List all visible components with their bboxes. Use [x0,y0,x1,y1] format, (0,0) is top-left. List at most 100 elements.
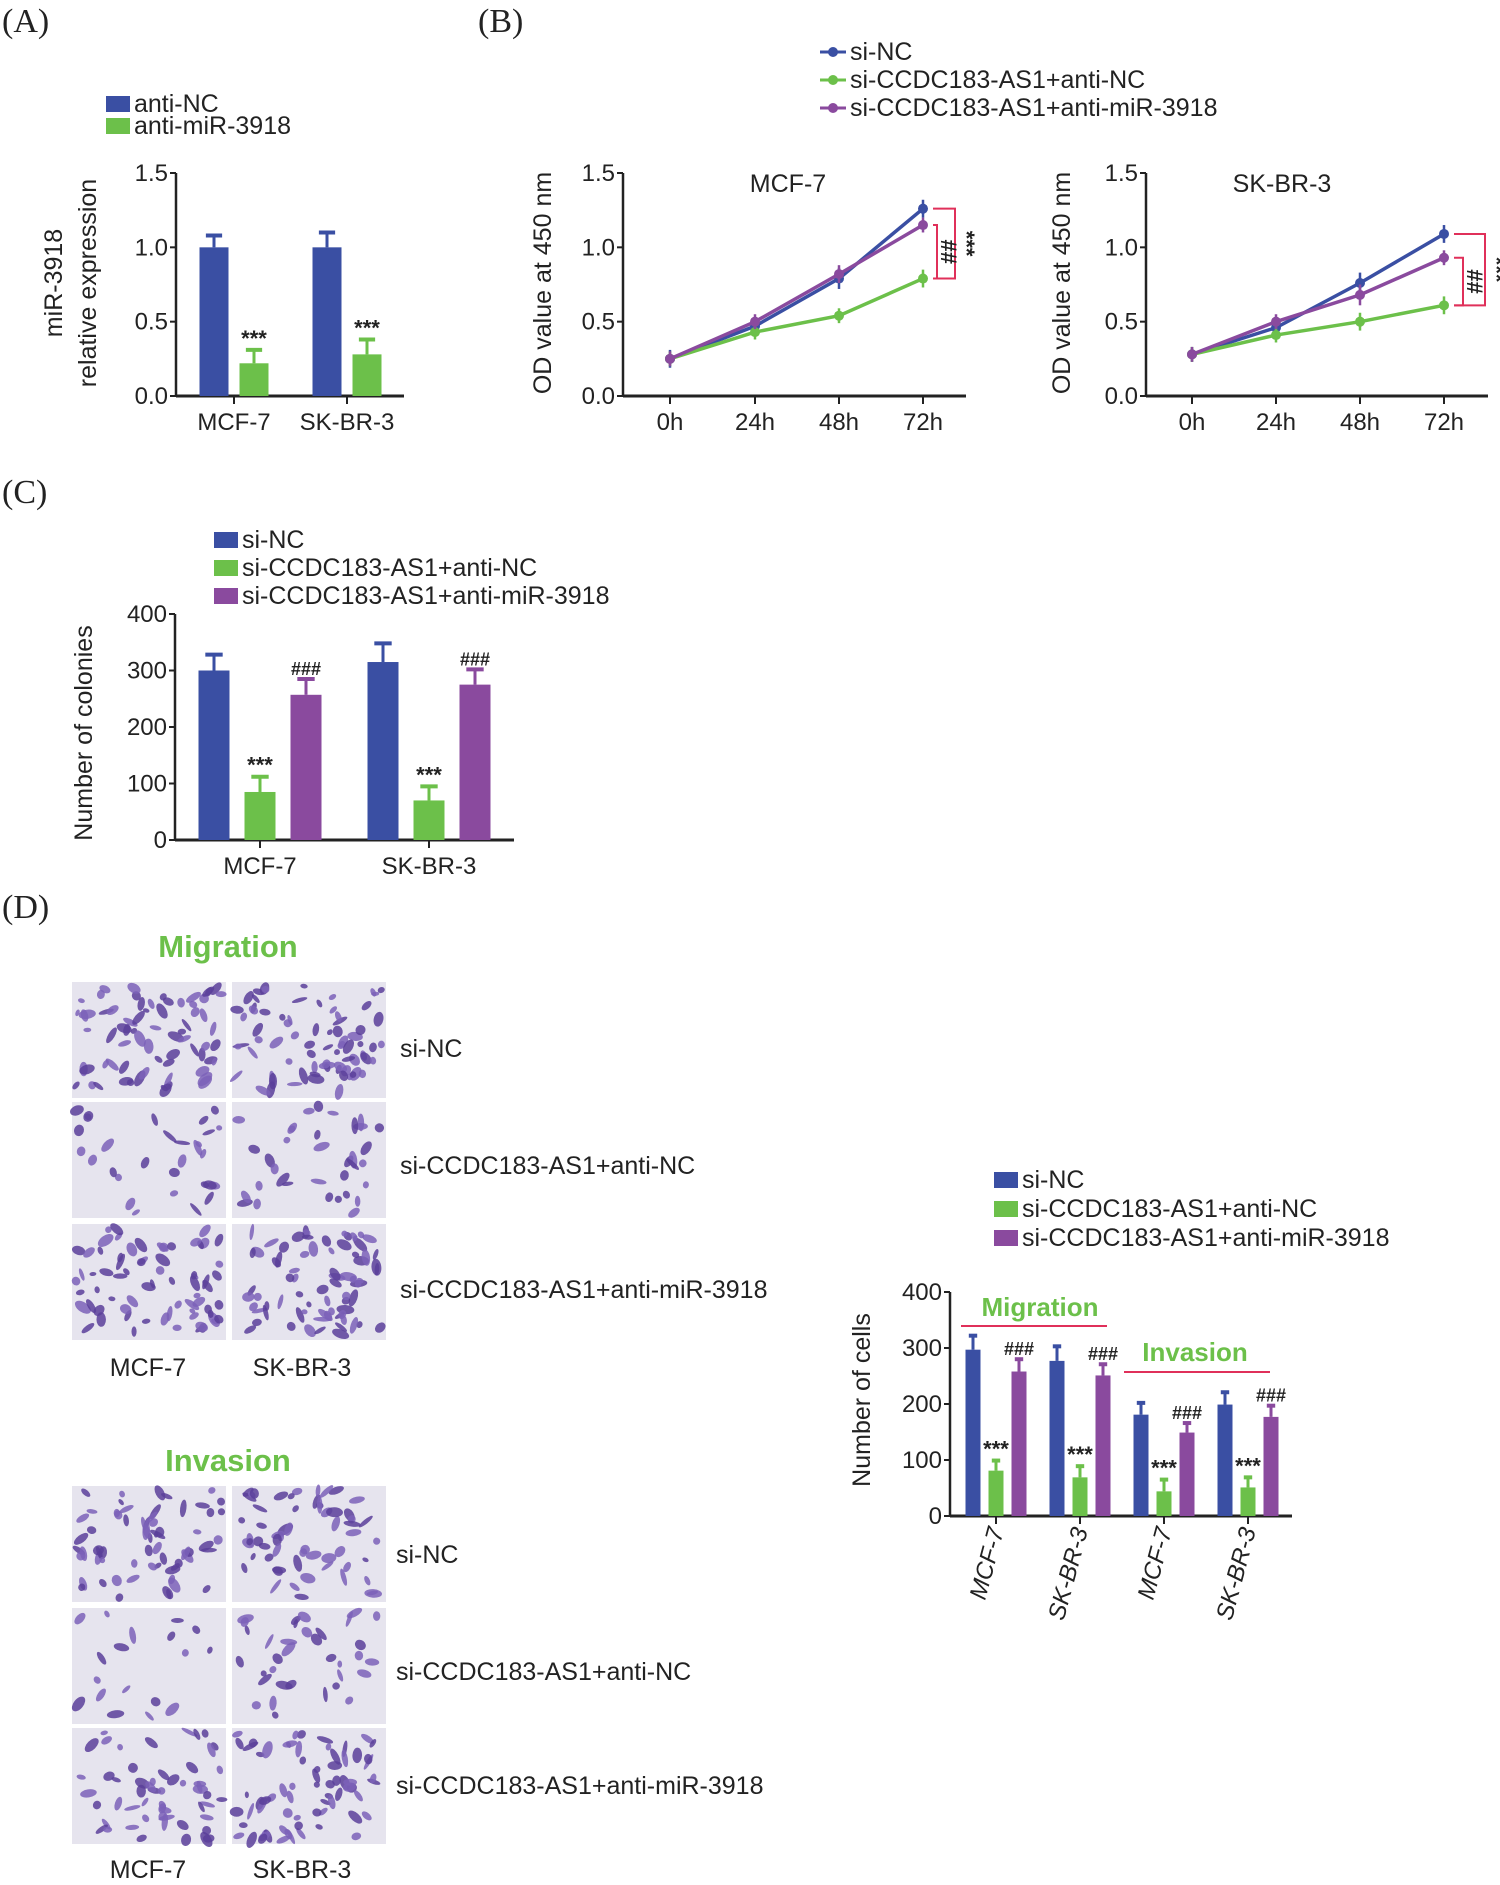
stained-cell [89,1271,97,1277]
stained-cell [198,1540,214,1552]
stained-cell [295,1740,303,1758]
stained-cell [295,1307,305,1323]
legend-swatch [994,1201,1018,1217]
data-point [1271,330,1281,341]
bar [988,1470,1004,1516]
stained-cell [313,1781,320,1788]
data-point [834,310,844,321]
legend-label: si-CCDC183-AS1+anti-NC [850,66,1145,94]
stained-cell [249,1488,259,1499]
stained-cell [256,1522,267,1529]
stained-cell [270,1163,279,1175]
stained-cell [86,1299,97,1314]
stained-cell [173,1140,191,1145]
bar [1133,1414,1149,1516]
stained-cell [189,1308,196,1314]
stained-cell [217,1497,226,1506]
stained-cell [171,1618,184,1624]
y-tick-label: 1.0 [1105,234,1138,261]
stained-cell [95,1824,108,1834]
stained-cell [75,1009,80,1017]
stained-cell [329,1006,338,1014]
stained-cell [369,1056,377,1065]
bar [1095,1375,1111,1516]
stained-cell [249,1247,256,1259]
legend-swatch [994,1172,1018,1188]
stained-cell [190,1237,202,1247]
stained-cell [174,1558,183,1568]
bar [352,354,382,396]
series-line [669,207,925,361]
stained-cell [247,1802,255,1820]
data-point [1439,252,1449,263]
bar [1179,1432,1195,1516]
stained-cell [105,1058,119,1071]
stained-cell [144,1544,153,1557]
stained-cell [369,1773,377,1784]
stained-cell [251,1701,261,1710]
stained-cell [272,1543,282,1557]
stained-cell [357,1041,364,1048]
stained-cell [253,1536,264,1547]
stained-cell [255,1180,263,1191]
stained-cell [102,1059,109,1069]
y-tick-label: 1.5 [582,160,615,187]
stained-cell [332,1775,341,1786]
stained-cell [348,1207,360,1218]
stained-cell [341,1230,348,1237]
stained-cell [240,1617,249,1627]
x-tick-label: 72h [1424,409,1464,436]
stained-cell [282,1808,293,1818]
bar [198,670,230,840]
stained-cell [99,1268,114,1277]
significance-label: ### [1256,1386,1286,1406]
stained-cell [306,1301,312,1308]
stained-cell [217,1508,226,1516]
stained-cell [198,1115,209,1125]
stained-cell [366,1590,378,1596]
stained-cell [101,1138,115,1152]
stained-cell [79,1546,88,1562]
stained-cell [195,1502,210,1509]
stained-cell [349,1275,357,1283]
y-axis-label: OD value at 450 nm [529,172,557,394]
bar [1156,1491,1172,1516]
stained-cell [340,1314,347,1325]
stained-cell [275,1251,283,1268]
stained-cell [122,1685,131,1694]
stained-cell [159,1083,172,1097]
stained-cell [73,1532,89,1545]
legend-label: si-CCDC183-AS1+anti-miR-3918 [850,94,1218,122]
stained-cell [103,1771,115,1781]
stained-cell [312,1023,320,1037]
x-tick-label: MCF-7 [965,1523,1010,1602]
bracket-label: ## [1462,269,1487,293]
stained-cell [113,1643,130,1652]
stained-cell [176,1819,189,1831]
stained-cell [272,1653,283,1665]
stained-cell [233,1832,245,1840]
legend-swatch [214,532,238,548]
y-tick-label: 100 [127,771,167,798]
stained-cell [358,1159,367,1168]
micrograph-image [71,1608,226,1724]
stained-cell [214,1314,224,1324]
micrograph-image [232,1607,386,1724]
stained-cell [286,1321,296,1331]
stained-cell [342,1190,351,1199]
legend-label: si-NC [1022,1166,1085,1194]
stained-cell [198,1047,206,1062]
stained-cell [99,985,111,994]
stained-cell [337,1669,344,1682]
stained-cell [342,1039,355,1054]
stained-cell [249,1302,258,1312]
stained-cell [186,991,201,1003]
stained-cell [264,1238,279,1248]
stained-cell [326,1507,343,1518]
y-tick-label: 1.0 [582,234,615,261]
stained-cell [362,1557,369,1563]
stained-cell [105,1226,112,1234]
stained-cell [118,1077,134,1086]
stained-cell [155,1526,165,1538]
